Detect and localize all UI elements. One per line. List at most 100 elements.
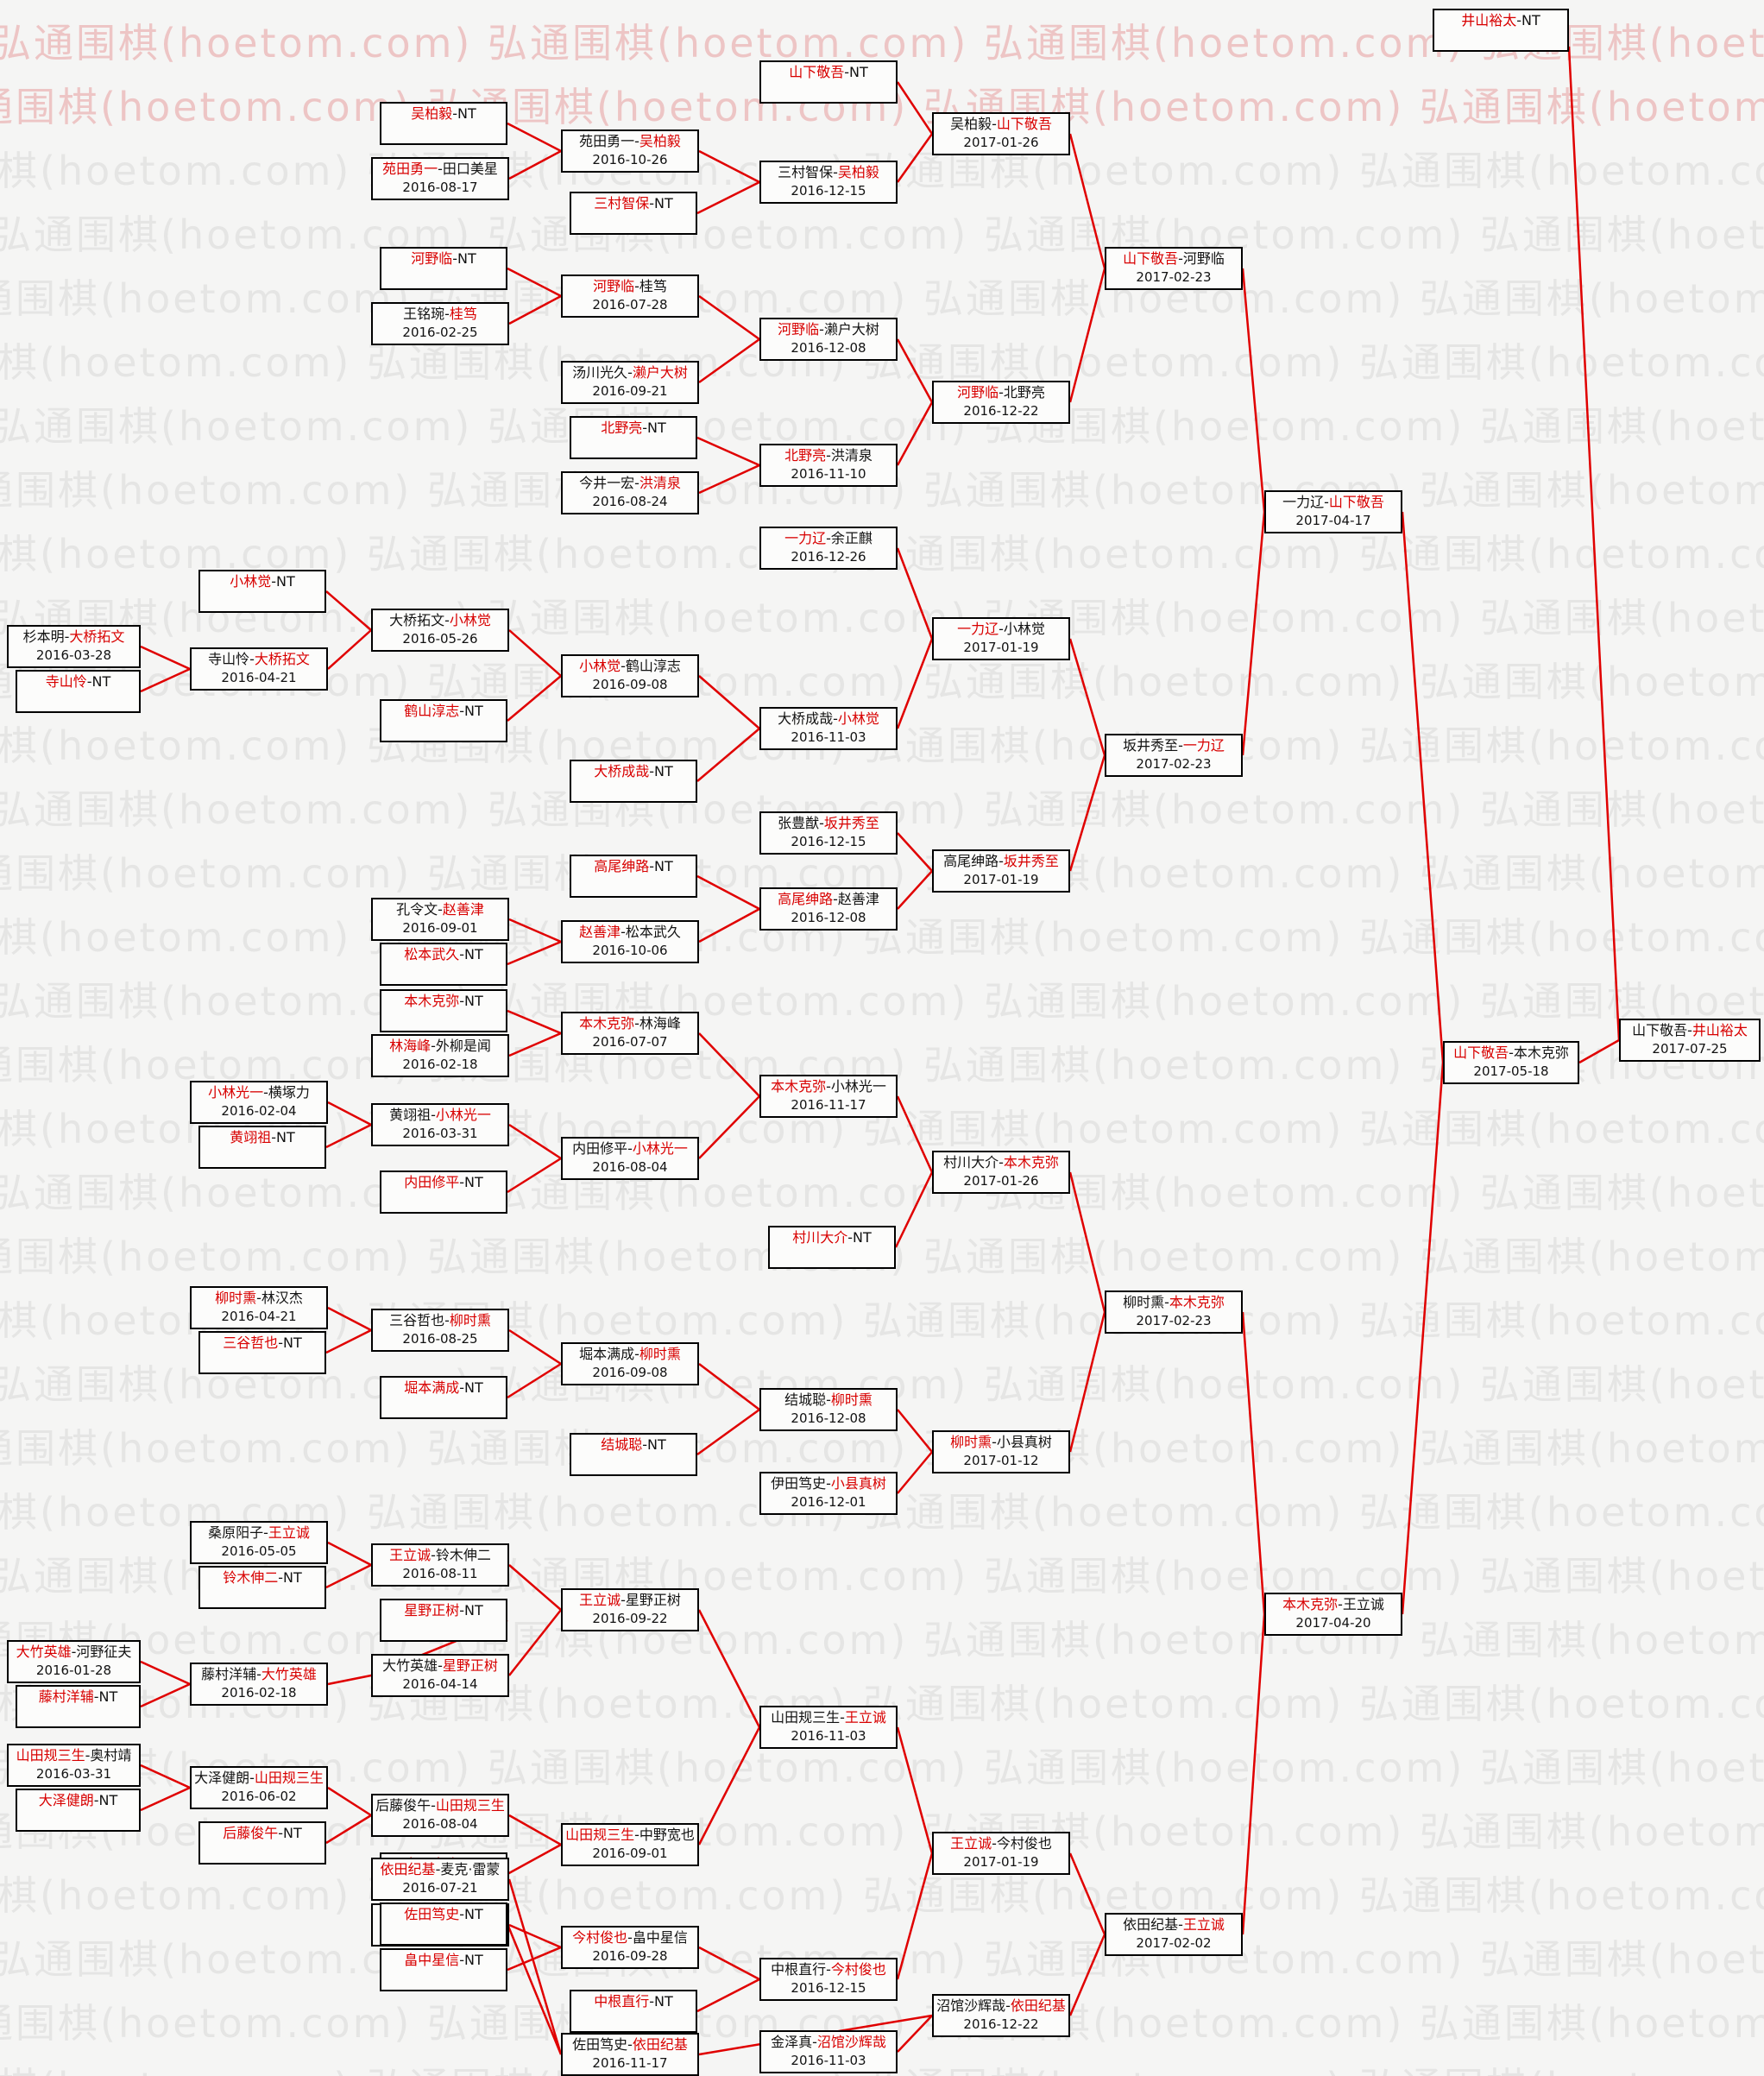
match-box-b48[interactable]: 村川大介-本木克弥 2017-01-26 [932,1151,1070,1194]
match-box-b54[interactable]: 结城聪-NT [570,1433,697,1476]
match-box-b25[interactable]: 小林觉-鹤山淳志 2016-09-08 [561,654,699,697]
match-box-b26[interactable]: 大桥成哉-NT [570,760,697,803]
match-box-b10[interactable]: 河野临-桂笃 2016-07-28 [561,274,699,318]
player1-name: 畠中星信 [404,1952,460,1968]
match-box-b14[interactable]: 今井一宏-洪清泉 2016-08-24 [561,471,699,514]
match-box-b90[interactable]: 山下敬吾-本木克弥 2017-05-18 [1443,1041,1579,1084]
match-box-b58[interactable]: 柳时熏-本木克弥 2017-02-23 [1105,1290,1243,1334]
match-box-b68[interactable]: 王立诚-星野正树 2016-09-22 [561,1588,699,1631]
match-box-b76[interactable]: 山田规三生-王立诚 2016-11-03 [759,1706,898,1749]
match-box-b17[interactable]: 山下敬吾-河野临 2017-02-23 [1105,247,1243,290]
match-box-b72[interactable]: 后藤俊午-NT [198,1821,326,1865]
match-box-b64[interactable]: 大竹英雄-河野征夫 2016-01-28 [7,1640,141,1683]
match-box-b87[interactable]: 沼馆沙辉哉-依田纪基 2016-12-22 [932,1994,1070,2037]
bracket-line [698,675,760,729]
player2-name: NT [853,1229,872,1246]
match-box-b8[interactable]: 河野临-NT [380,247,507,290]
match-box-b18[interactable]: 一力辽-余正麒 2016-12-26 [759,527,898,570]
players-separator: - [999,621,1004,637]
player2-name: 鹤山淳志 [625,658,681,674]
match-box-b50[interactable]: 三谷哲也-NT [198,1331,326,1374]
match-box-b2[interactable]: 苑田勇一-田口美星 2016-08-17 [371,157,509,200]
match-box-b40[interactable]: 本木克弥-林海峰 2016-07-07 [561,1012,699,1055]
match-box-b31[interactable]: 孔令文-赵善津 2016-09-01 [371,898,509,941]
match-box-b15[interactable]: 北野亮-洪清泉 2016-11-10 [759,444,898,487]
match-box-b61[interactable]: 铃木伸二-NT [198,1566,326,1609]
match-box-b71[interactable]: 大泽健朗-山田规三生 2016-06-02 [190,1766,328,1809]
match-box-b19[interactable]: 小林觉-NT [198,570,326,613]
match-box-b88[interactable]: 依田纪基-王立诚 2017-02-02 [1105,1913,1243,1956]
match-box-b81[interactable]: 中根直行-NT [570,1990,697,2033]
match-players: 山下敬吾-井山裕太 [1621,1021,1759,1040]
match-box-b62[interactable]: 王立诚-铃木伸二 2016-08-11 [371,1543,509,1587]
match-box-b42[interactable]: 黄翊祖-NT [198,1126,326,1169]
match-box-b59[interactable]: 本木克弥-王立诚 2017-04-20 [1264,1593,1402,1636]
match-box-b23[interactable]: 大桥拓文-小林觉 2016-05-26 [371,609,509,652]
match-box-b83[interactable]: 依田纪基-麦克·雷蒙 2016-07-21 [371,1858,509,1901]
match-box-b22[interactable]: 寺山怜-大桥拓文 2016-04-21 [190,647,328,691]
match-box-b37[interactable]: 一力辽-山下敬吾 2017-04-17 [1264,490,1402,533]
match-box-b35[interactable]: 高尾绅路-坂井秀至 2017-01-19 [932,849,1070,893]
match-box-b29[interactable]: 张豊猷-坂井秀至 2016-12-15 [759,811,898,855]
match-box-b20[interactable]: 杉本明-大桥拓文 2016-03-28 [7,625,141,668]
match-box-b28[interactable]: 一力辽-小林觉 2017-01-19 [932,617,1070,660]
match-box-b85[interactable]: 佐田笃史-依田纪基 2016-11-17 [561,2033,699,2076]
match-box-b11[interactable]: 汤川光久-濑户大树 2016-09-21 [561,361,699,404]
match-box-b92[interactable]: 山下敬吾-井山裕太 2017-07-25 [1619,1019,1761,1062]
match-box-b43[interactable]: 黄翊祖-小林光一 2016-03-31 [371,1103,509,1146]
match-box-b84[interactable]: 佐田笃史-NT [380,1902,507,1946]
match-box-b4[interactable]: 三村智保-NT [570,192,697,235]
match-box-b3[interactable]: 苑田勇一-吴柏毅 2016-10-26 [561,129,699,173]
match-box-b44[interactable]: 内田修平-NT [380,1171,507,1214]
match-box-b51[interactable]: 三谷哲也-柳时熏 2016-08-25 [371,1309,509,1352]
match-box-b24[interactable]: 鹤山淳志-NT [380,699,507,742]
match-box-b45[interactable]: 内田修平-小林光一 2016-08-04 [561,1137,699,1180]
match-box-b82[interactable]: 中根直行-今村俊也 2016-12-15 [759,1958,898,2001]
match-box-b34[interactable]: 高尾绅路-赵善津 2016-12-08 [759,887,898,931]
match-box-b7[interactable]: 吴柏毅-山下敬吾 2017-01-26 [932,112,1070,155]
match-box-b86[interactable]: 金泽真-沼馆沙辉哉 2016-11-03 [759,2030,898,2073]
match-box-b79[interactable]: 畠中星信-NT [380,1948,507,1991]
match-box-b55[interactable]: 结城聪-柳时熏 2016-12-08 [759,1388,898,1431]
match-box-b9[interactable]: 王铭琬-桂笃 2016-02-25 [371,302,509,345]
match-box-b91[interactable]: 井山裕太-NT [1433,9,1569,52]
match-box-b75[interactable]: 山田规三生-中野宽也 2016-09-01 [561,1823,699,1866]
match-box-b67[interactable]: 大竹英雄-星野正树 2016-04-14 [371,1654,509,1697]
players-separator: - [634,278,639,294]
match-box-b5[interactable]: 三村智保-吴柏毅 2016-12-15 [759,161,898,204]
match-box-b38[interactable]: 本木克弥-NT [380,989,507,1032]
match-box-b13[interactable]: 北野亮-NT [570,416,697,459]
match-box-b6[interactable]: 山下敬吾-NT [759,60,898,104]
match-box-b65[interactable]: 藤村洋辅-NT [16,1685,141,1728]
match-box-b73[interactable]: 后藤俊午-山田规三生 2016-08-04 [371,1794,509,1837]
match-box-b69[interactable]: 山田规三生-奥村靖 2016-03-31 [7,1744,141,1787]
match-box-b60[interactable]: 桑原阳子-王立诚 2016-05-05 [190,1521,328,1564]
match-box-b56[interactable]: 伊田笃史-小县真树 2016-12-01 [759,1472,898,1515]
match-box-b53[interactable]: 堀本满成-柳时熏 2016-09-08 [561,1342,699,1385]
match-box-b16[interactable]: 河野临-北野亮 2016-12-22 [932,381,1070,424]
match-box-b46[interactable]: 本木克弥-小林光一 2016-11-17 [759,1075,898,1118]
match-date: 2016-03-31 [402,1126,478,1141]
match-date: 2016-04-21 [221,1309,297,1324]
match-box-b36[interactable]: 坂井秀至-一力辽 2017-02-23 [1105,734,1243,777]
match-box-b41[interactable]: 小林光一-横塚力 2016-02-04 [190,1081,328,1124]
match-box-b52[interactable]: 堀本满成-NT [380,1376,507,1419]
match-box-b70[interactable]: 大泽健朗-NT [16,1789,141,1832]
match-box-b49[interactable]: 柳时熏-林汉杰 2016-04-21 [190,1286,328,1329]
match-box-b30[interactable]: 高尾绅路-NT [570,855,697,898]
match-box-b80[interactable]: 今村俊也-畠中星信 2016-09-28 [561,1926,699,1969]
match-box-b47[interactable]: 村川大介-NT [768,1226,896,1269]
match-box-b21[interactable]: 寺山怜-NT [16,670,141,713]
match-box-b27[interactable]: 大桥成哉-小林觉 2016-11-03 [759,707,898,750]
match-box-b32[interactable]: 松本武久-NT [380,943,507,986]
match-box-b66[interactable]: 藤村洋辅-大竹英雄 2016-02-18 [190,1663,328,1706]
match-box-b63[interactable]: 星野正树-NT [380,1599,507,1642]
match-box-b33[interactable]: 赵善津-松本武久 2016-10-06 [561,920,699,963]
match-box-b12[interactable]: 河野临-濑户大树 2016-12-08 [759,318,898,361]
match-box-b57[interactable]: 柳时熏-小县真树 2017-01-12 [932,1430,1070,1473]
match-box-b1[interactable]: 吴柏毅-NT [380,102,507,145]
match-date: 2016-06-02 [221,1789,297,1804]
player1-name: 王立诚 [950,1835,992,1852]
match-box-b39[interactable]: 林海峰-外柳是闻 2016-02-18 [371,1034,509,1077]
match-box-b77[interactable]: 王立诚-今村俊也 2017-01-19 [932,1832,1070,1875]
